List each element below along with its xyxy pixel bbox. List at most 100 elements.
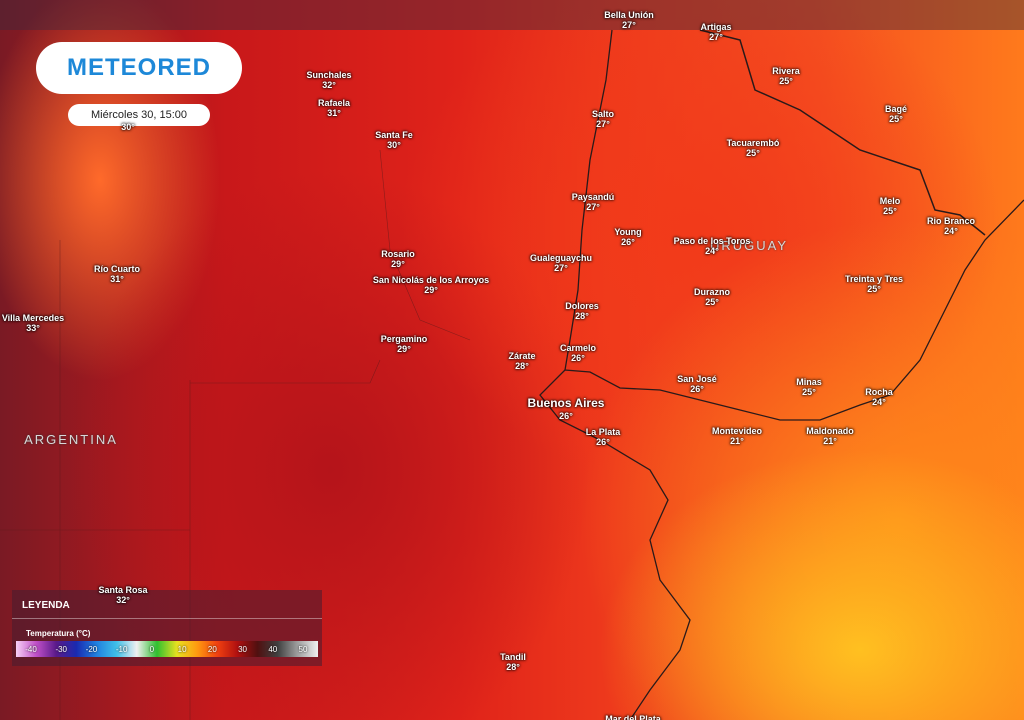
city-name: Santa Rosa bbox=[98, 585, 148, 595]
city-temp: 24° bbox=[872, 397, 886, 407]
legend-tick: -40 bbox=[25, 645, 37, 654]
city-temp: 26° bbox=[559, 411, 573, 421]
city-label: Sunchales 32° bbox=[306, 70, 351, 90]
city-label: Bella Unión 27° bbox=[604, 10, 654, 30]
city-temp: 24° bbox=[944, 226, 958, 236]
city-name: Treinta y Tres bbox=[844, 274, 904, 284]
legend-tick: 10 bbox=[177, 645, 187, 654]
logo[interactable]: METEORED bbox=[36, 42, 242, 94]
city-label: Treinta y Tres 25° bbox=[845, 274, 903, 294]
city-temp: 32° bbox=[116, 595, 130, 605]
legend-title: LEYENDA bbox=[22, 600, 70, 611]
city-name: Minas bbox=[796, 377, 822, 387]
city-name: La Plata bbox=[585, 427, 621, 437]
city-temp: 26° bbox=[596, 437, 610, 447]
city-label: Villa Mercedes 33° bbox=[2, 313, 64, 333]
city-temp: 25° bbox=[779, 76, 793, 86]
city-name: Gualeguaychu bbox=[529, 253, 593, 263]
city-label: Rosario 29° bbox=[381, 249, 415, 269]
city-name: Mar del Plata bbox=[605, 714, 661, 720]
city-temp: 33° bbox=[26, 323, 40, 333]
city-name: Paso de los Toros bbox=[673, 236, 751, 246]
city-temp: 30° bbox=[121, 122, 135, 132]
city-name: San José bbox=[677, 374, 717, 384]
city-temp: 28° bbox=[515, 361, 529, 371]
city-name: Santa Fe bbox=[375, 130, 413, 140]
city-temp: 26° bbox=[690, 384, 704, 394]
city-temp: 25° bbox=[883, 206, 897, 216]
city-temp: 27° bbox=[586, 202, 600, 212]
legend: LEYENDA Temperatura (°C) -40 -30 -20 -10 0 10… bbox=[12, 590, 322, 666]
city-label: Rocha 24° bbox=[865, 387, 893, 407]
city-temp: 27° bbox=[622, 20, 636, 30]
city-name: Salto bbox=[591, 109, 615, 119]
city-label: La Plata 26° bbox=[586, 427, 621, 447]
city-temp: 21° bbox=[730, 436, 744, 446]
legend-tick: 30 bbox=[238, 645, 247, 654]
top-bar bbox=[0, 0, 1024, 30]
city-temp: 29° bbox=[424, 285, 438, 295]
city-label: Zárate 28° bbox=[508, 351, 535, 371]
city-label: Paso de los Toros 24° bbox=[674, 236, 751, 256]
city-temp: 29° bbox=[397, 344, 411, 354]
city-name: Paysandú bbox=[571, 192, 615, 202]
city-label: Rio Branco 24° bbox=[927, 216, 975, 236]
city-temp: 32° bbox=[322, 80, 336, 90]
city-name: Buenos Aires bbox=[527, 396, 605, 410]
city-label: Maldonado 21° bbox=[806, 426, 854, 446]
city-label: Bagé 25° bbox=[885, 104, 907, 124]
city-name: Dolores bbox=[565, 301, 599, 311]
city-name: Rivera bbox=[772, 66, 800, 76]
city-label: Melo 25° bbox=[880, 196, 901, 216]
city-temp: 25° bbox=[889, 114, 903, 124]
city-temp: 27° bbox=[554, 263, 568, 273]
city-temp: 26° bbox=[571, 353, 585, 363]
city-label: Rafaela 31° bbox=[318, 98, 350, 118]
city-name: Maldonado bbox=[806, 426, 854, 436]
city-label: Durazno 25° bbox=[694, 287, 730, 307]
city-temp: 28° bbox=[575, 311, 589, 321]
city-temp: 29° bbox=[391, 259, 405, 269]
city-label: Montevideo 21° bbox=[712, 426, 762, 446]
legend-tick: 20 bbox=[207, 645, 217, 654]
city-name: Rocha bbox=[865, 387, 893, 397]
city-label: Gualeguaychu 27° bbox=[530, 253, 592, 273]
city-name: San Nicolás de los Arroyos bbox=[372, 275, 490, 285]
legend-subtitle: Temperatura (°C) bbox=[26, 629, 91, 638]
legend-tick: 40 bbox=[268, 645, 278, 654]
city-temp: 28° bbox=[506, 662, 520, 672]
color-scale: -40 -30 -20 -10 0 10 20 30 40 50 bbox=[16, 641, 318, 657]
city-name: Sunchales bbox=[306, 70, 352, 80]
city-temp: 26° bbox=[621, 237, 635, 247]
city-temp: 21° bbox=[823, 436, 837, 446]
legend-tick: 50 bbox=[298, 645, 308, 654]
legend-tick: -20 bbox=[85, 645, 98, 654]
city-name: Young bbox=[614, 227, 642, 237]
city-name: Tandil bbox=[500, 652, 526, 662]
city-temp: 24° bbox=[705, 246, 719, 256]
city-temp: 27° bbox=[709, 32, 723, 42]
city-temp: 25° bbox=[705, 297, 719, 307]
city-label: Young 26° bbox=[614, 227, 641, 247]
city-name: Montevideo bbox=[711, 426, 763, 436]
city-temp: 25° bbox=[802, 387, 816, 397]
legend-tick: 0 bbox=[149, 645, 155, 654]
city-temp: 25° bbox=[746, 148, 760, 158]
city-label: Santa Rosa 32° bbox=[98, 585, 147, 605]
city-label: Tandil 28° bbox=[500, 652, 526, 672]
city-label: Mar del Plata bbox=[605, 714, 661, 720]
city-name: Durazno bbox=[694, 287, 730, 297]
city-name: Zárate bbox=[508, 351, 536, 361]
city-name: Pergamino bbox=[380, 334, 428, 344]
city-name: Rio Branco bbox=[926, 216, 976, 226]
city-label: Salto 27° bbox=[592, 109, 614, 129]
city-label: Tacuarembó 25° bbox=[727, 138, 780, 158]
country-label: URUGUAY bbox=[709, 238, 789, 253]
datetime-badge: Miércoles 30, 15:00 bbox=[68, 104, 210, 126]
city-label: Santa Fe 30° bbox=[375, 130, 413, 150]
city-label: Buenos Aires 26° bbox=[528, 397, 605, 423]
city-temp: 30° bbox=[387, 140, 401, 150]
city-name: Río Cuarto bbox=[94, 264, 140, 274]
